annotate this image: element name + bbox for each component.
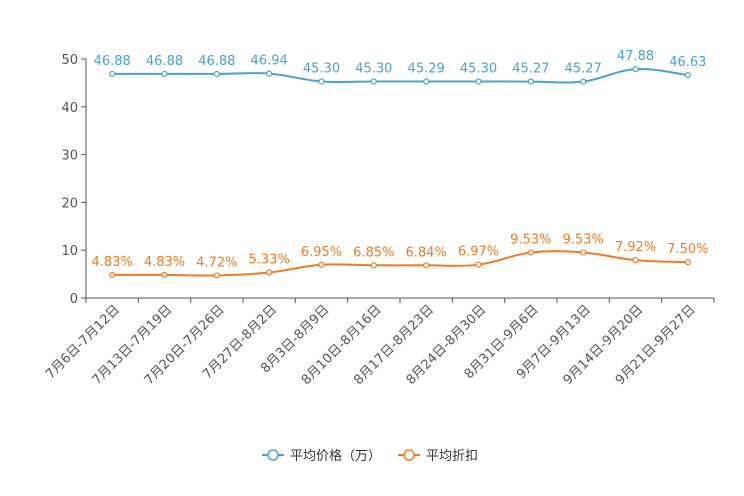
y-tick-label: 40 bbox=[61, 101, 78, 116]
data-label: 4.83% bbox=[92, 255, 133, 270]
data-point bbox=[580, 249, 587, 256]
legend-marker bbox=[267, 449, 279, 461]
data-label: 4.72% bbox=[196, 255, 237, 270]
series-layer: 46.88 46.88 46.88 46.94 45.30 45.30 45.29 45.30… bbox=[92, 49, 708, 279]
data-point bbox=[423, 262, 430, 269]
data-label: 6.97% bbox=[458, 245, 499, 260]
data-point bbox=[475, 78, 482, 85]
data-label: 45.30 bbox=[303, 61, 340, 76]
data-label: 46.94 bbox=[251, 54, 288, 69]
data-label: 5.33% bbox=[249, 253, 290, 268]
data-point bbox=[161, 70, 168, 78]
data-point bbox=[213, 70, 220, 78]
data-point bbox=[161, 271, 168, 279]
data-label: 46.88 bbox=[94, 54, 131, 69]
legend-label: 平均折扣 bbox=[426, 449, 478, 464]
series-line bbox=[112, 68, 688, 84]
series-1: 46.88 46.88 46.88 46.94 45.30 45.30 45.29 45.30… bbox=[94, 49, 706, 85]
data-point bbox=[527, 78, 534, 85]
data-point bbox=[318, 261, 325, 268]
data-point bbox=[370, 78, 377, 85]
data-point bbox=[213, 272, 220, 279]
data-point bbox=[109, 271, 116, 279]
y-tick-label: 10 bbox=[61, 244, 78, 259]
data-label: 45.29 bbox=[408, 62, 445, 77]
data-label: 46.88 bbox=[146, 54, 183, 69]
data-label: 45.27 bbox=[512, 62, 549, 77]
y-tick-label: 50 bbox=[61, 53, 78, 68]
data-point bbox=[632, 257, 639, 264]
data-label: 6.95% bbox=[301, 245, 342, 260]
legend-item-1: 平均价格（万） bbox=[262, 448, 381, 464]
series-2: 4.83% 4.83% 4.72% 5.33% 6.95% 6.85% 6.84% 6.97%… bbox=[92, 232, 708, 279]
data-label: 4.83% bbox=[144, 255, 185, 270]
data-point bbox=[684, 72, 691, 79]
data-point bbox=[684, 259, 691, 266]
data-label: 47.88 bbox=[617, 49, 654, 64]
data-point bbox=[109, 70, 116, 78]
data-point bbox=[370, 262, 377, 269]
data-label: 45.30 bbox=[460, 61, 497, 76]
data-label: 7.92% bbox=[615, 240, 656, 255]
data-label: 45.30 bbox=[355, 61, 392, 76]
data-point bbox=[266, 269, 273, 276]
axes: 010203040507月6日-7月12日7月13日-7月19日7月20日-7月… bbox=[43, 53, 715, 388]
legend-marker bbox=[403, 449, 415, 461]
data-point bbox=[423, 78, 430, 85]
data-point bbox=[632, 66, 639, 73]
data-point bbox=[318, 78, 325, 85]
data-point bbox=[580, 78, 587, 85]
series-line bbox=[112, 250, 688, 277]
y-tick-label: 20 bbox=[61, 196, 78, 211]
y-tick-label: 0 bbox=[70, 292, 78, 307]
data-point bbox=[527, 249, 534, 256]
data-label: 45.27 bbox=[565, 62, 602, 77]
y-tick-label: 30 bbox=[61, 149, 78, 164]
data-label: 46.63 bbox=[669, 55, 706, 70]
legend: 平均价格（万） 平均折扣 bbox=[262, 448, 478, 464]
data-point bbox=[266, 70, 273, 77]
data-label: 9.53% bbox=[510, 232, 551, 247]
data-label: 9.53% bbox=[563, 232, 604, 247]
data-label: 6.85% bbox=[353, 245, 394, 260]
data-label: 6.84% bbox=[406, 245, 447, 260]
legend-item-2: 平均折扣 bbox=[398, 449, 478, 464]
data-point bbox=[475, 261, 482, 268]
data-label: 7.50% bbox=[667, 242, 708, 257]
legend-label: 平均价格（万） bbox=[290, 448, 381, 464]
data-label: 46.88 bbox=[198, 54, 235, 69]
